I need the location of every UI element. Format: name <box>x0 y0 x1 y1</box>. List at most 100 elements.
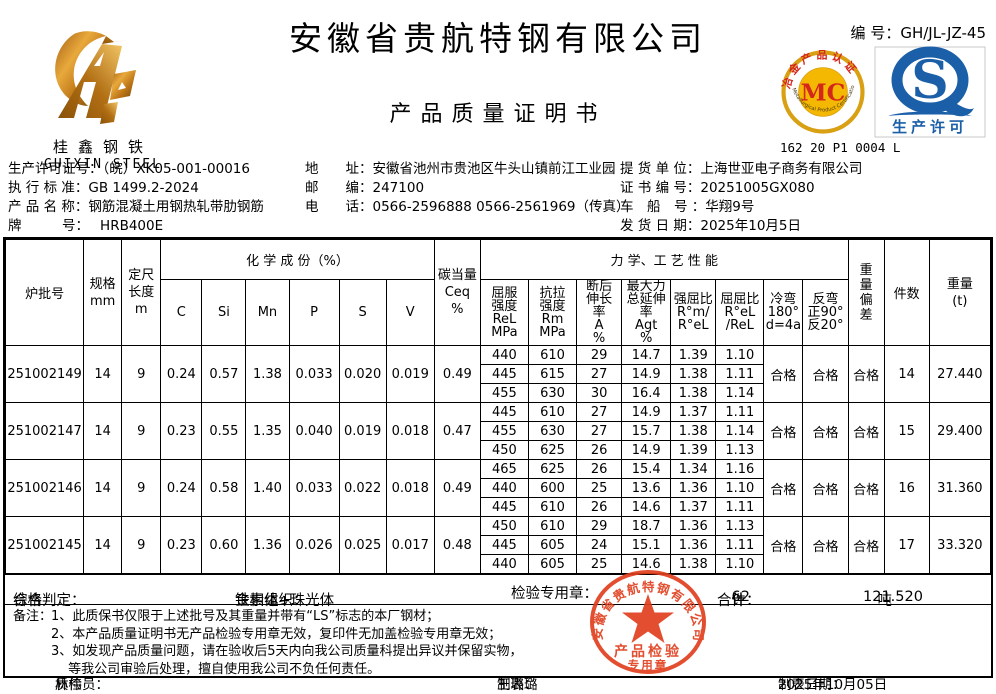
agt-cell: 14.9 <box>621 364 672 384</box>
col-header-heat-no: 炉批号 <box>4 239 85 346</box>
remarks-section: 备注： 1、此质保书仅限于上述批号及其重量并带有“LS”标志的本厂钢材； 2、本… <box>5 604 991 677</box>
certificate-frame: 炉批号 规格 mm 定尺 长度 m 化 学 成 份（%） 碳当量 Ceq % 力… <box>3 237 993 678</box>
rm-cell: 605 <box>527 535 578 555</box>
reverse-bend-cell: 合格 <box>802 459 849 517</box>
col-header-pieces: 件数 <box>883 239 930 346</box>
length-cell: 9 <box>121 516 162 574</box>
col-header-chem-col-Si: Si <box>201 279 247 346</box>
col-header-chem-col-V: V <box>385 279 435 346</box>
elongation-cell: 30 <box>576 383 623 403</box>
elongation-cell: 24 <box>576 535 623 555</box>
chem-S-cell: 0.022 <box>338 459 387 517</box>
elongation-cell: 26 <box>576 440 623 460</box>
rel-ratio-cell: 1.11 <box>715 364 765 384</box>
spec-cell: 14 <box>83 402 123 460</box>
info-column-left: 生产许可证号：（皖）XK05-001-00016 执 行 标 准：GB 1499… <box>8 160 264 236</box>
elongation-cell: 27 <box>576 402 623 422</box>
chem-P-cell: 0.040 <box>288 402 340 460</box>
doc-title: 产品质量证明书 <box>389 102 607 127</box>
chem-Mn-cell: 1.35 <box>245 402 290 460</box>
rm-cell: 630 <box>527 421 578 441</box>
pieces-cell: 15 <box>883 402 930 460</box>
batch-row: 440 605 25 14.6 1.38 1.10 <box>6 554 991 574</box>
grade-value: HRB400E <box>82 218 164 234</box>
chem-S-cell: 0.019 <box>338 402 387 460</box>
rel-cell: 445 <box>479 364 529 384</box>
mc-certification-block: 冶金产品认证 Metallurgical Product Certificati… <box>779 46 900 155</box>
qs-licence-block: S 生产许可 <box>874 46 986 142</box>
col-header-chem-col-C: C <box>160 279 203 346</box>
batch-row: 455 630 30 16.4 1.38 1.14 <box>6 383 991 403</box>
cold-bend-cell: 合格 <box>763 345 804 403</box>
qs-letter: S <box>911 50 949 111</box>
certificate-no-value: 20251005GX080 <box>700 180 815 196</box>
elongation-cell: 27 <box>576 364 623 384</box>
doc-number: 编 号：GH/JL-JZ-45 <box>851 22 986 43</box>
rm-rel-ratio-cell: 1.34 <box>670 459 717 479</box>
rm-cell: 625 <box>527 459 578 479</box>
col-header-ceq: 碳当量 Ceq % <box>433 239 481 346</box>
mc-certification-icon: 冶金产品认证 Metallurgical Product Certificati… <box>779 46 865 134</box>
rm-rel-ratio-cell: 1.39 <box>670 345 717 365</box>
agt-cell: 14.6 <box>621 554 672 574</box>
licence-no-value: （皖）XK05-001-00016 <box>102 161 251 177</box>
group-header-chemical: 化 学 成 份（%） <box>160 239 435 280</box>
heat-no-cell: 251002149 <box>4 345 85 403</box>
product-name-value: 钢筋混凝土用钢热轧带肋钢筋 <box>88 199 264 215</box>
batch-row: 440 600 25 13.6 1.36 1.10 <box>6 478 991 498</box>
ceq-cell: 0.49 <box>433 459 481 517</box>
rel-cell: 445 <box>479 402 529 422</box>
rel-cell: 455 <box>479 421 529 441</box>
agt-cell: 15.7 <box>621 421 672 441</box>
agt-cell: 16.4 <box>621 383 672 403</box>
doc-number-label: 编 号： <box>850 24 901 42</box>
chem-Si-cell: 0.60 <box>201 516 247 574</box>
phone-label: 电 话： <box>305 199 373 215</box>
chem-P-cell: 0.026 <box>288 516 340 574</box>
weight-cell: 29.400 <box>928 402 992 460</box>
vehicle-value: 华翔9号 <box>705 199 755 215</box>
col-header-weight: 重量 (t) <box>928 239 992 346</box>
inspection-seal-label: 检验专用章： <box>511 586 598 602</box>
rel-ratio-cell: 1.13 <box>715 516 765 536</box>
qs-licence-icon: S 生产许可 <box>874 46 986 138</box>
rel-ratio-cell: 1.11 <box>715 535 765 555</box>
company-title: 安徽省贵航特钢有限公司 <box>289 19 707 58</box>
chem-V-cell: 0.018 <box>385 459 435 517</box>
rm-rel-ratio-cell: 1.37 <box>670 402 717 422</box>
agt-cell: 15.1 <box>621 535 672 555</box>
chem-P-cell: 0.033 <box>288 345 340 403</box>
doc-number-value: GH/JL-JZ-45 <box>900 24 986 42</box>
chem-Mn-cell: 1.36 <box>245 516 290 574</box>
remarks-label: 备注： <box>13 609 53 624</box>
elongation-cell: 25 <box>576 478 623 498</box>
rel-ratio-cell: 1.14 <box>715 421 765 441</box>
table-body: 251002149 14 9 0.24 0.57 1.38 0.033 0.020 0.019 0… <box>4 345 992 574</box>
chem-C-cell: 0.24 <box>160 345 203 403</box>
chem-S-cell: 0.020 <box>338 345 387 403</box>
ceq-cell: 0.49 <box>433 345 481 403</box>
rm-cell: 630 <box>527 383 578 403</box>
rel-cell: 465 <box>479 459 529 479</box>
col-header-chem-col-S: S <box>338 279 387 346</box>
standard-label: 执 行 标 准： <box>8 180 89 196</box>
agt-cell: 14.6 <box>621 497 672 517</box>
rm-rel-ratio-cell: 1.38 <box>670 554 717 574</box>
info-column-middle: 地 址：安徽省池州市贵池区牛头山镇前江工业园 邮 编：247100 电 话：05… <box>305 160 630 217</box>
spec-cell: 14 <box>83 345 123 403</box>
elongation-cell: 29 <box>576 345 623 365</box>
chem-Mn-cell: 1.38 <box>245 345 290 403</box>
pieces-cell: 14 <box>883 345 930 403</box>
rel-cell: 450 <box>479 440 529 460</box>
licence-no-label: 生产许可证号： <box>8 161 103 177</box>
heat-no-cell: 251002147 <box>4 402 85 460</box>
agt-cell: 18.7 <box>621 516 672 536</box>
reverse-bend-cell: 合格 <box>802 402 849 460</box>
elongation-cell: 27 <box>576 421 623 441</box>
heat-no-cell: 251002146 <box>4 459 85 517</box>
col-header-chem-col-P: P <box>288 279 340 346</box>
grade-label: 牌 号： <box>8 218 83 234</box>
rm-rel-ratio-cell: 1.38 <box>670 364 717 384</box>
rel-ratio-cell: 1.14 <box>715 383 765 403</box>
